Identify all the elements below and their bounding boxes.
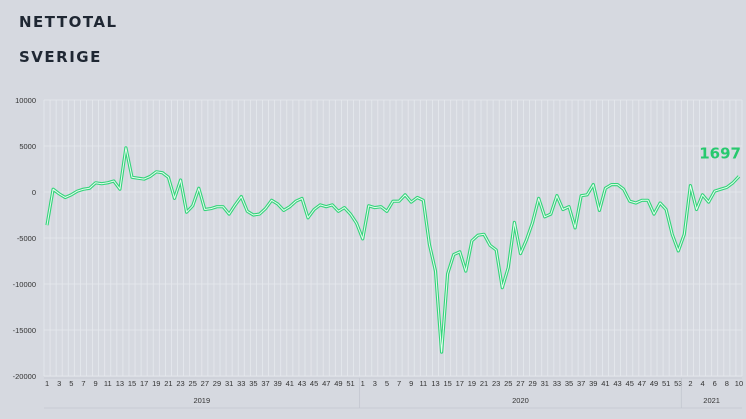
x-tick-label: 49	[650, 379, 658, 388]
y-tick-label: -20000	[13, 372, 36, 381]
x-tick-label: 39	[589, 379, 597, 388]
x-tick-label: 27	[516, 379, 524, 388]
x-tick-label: 21	[164, 379, 172, 388]
x-tick-label: 3	[373, 379, 377, 388]
x-tick-label: 23	[176, 379, 184, 388]
y-tick-label: 5000	[19, 142, 36, 151]
y-tick-label: 10000	[15, 96, 36, 105]
x-tick-label: 51	[662, 379, 670, 388]
x-tick-label: 31	[225, 379, 233, 388]
x-tick-label: 6	[713, 379, 717, 388]
x-tick-label: 43	[613, 379, 621, 388]
x-tick-label: 29	[528, 379, 536, 388]
x-tick-label: 17	[140, 379, 148, 388]
x-tick-label: 43	[298, 379, 306, 388]
x-tick-label: 31	[541, 379, 549, 388]
x-tick-label: 11	[104, 379, 112, 388]
y-tick-label: 0	[32, 188, 36, 197]
x-tick-label: 19	[152, 379, 160, 388]
x-tick-label: 8	[725, 379, 729, 388]
last-value-annotation: 1697	[699, 144, 741, 162]
x-tick-label: 19	[468, 379, 476, 388]
x-tick-label: 37	[261, 379, 269, 388]
x-tick-label: 35	[565, 379, 573, 388]
x-tick-label: 35	[249, 379, 257, 388]
x-tick-label: 1	[45, 379, 49, 388]
x-tick-label: 45	[310, 379, 318, 388]
series-line	[45, 146, 741, 354]
x-tick-label: 39	[274, 379, 282, 388]
x-tick-label: 13	[431, 379, 439, 388]
year-label: 2019	[193, 396, 210, 405]
x-tick-label: 7	[81, 379, 85, 388]
x-tick-label: 37	[577, 379, 585, 388]
x-tick-label: 53	[674, 379, 682, 388]
x-tick-label: 5	[385, 379, 389, 388]
y-tick-label: -10000	[13, 280, 36, 289]
x-tick-label: 7	[397, 379, 401, 388]
x-tick-label: 21	[480, 379, 488, 388]
x-tick-label: 41	[286, 379, 294, 388]
x-tick-label: 15	[128, 379, 136, 388]
x-tick-label: 3	[57, 379, 61, 388]
x-tick-label: 10	[735, 379, 743, 388]
x-tick-label: 25	[504, 379, 512, 388]
x-tick-label: 9	[94, 379, 98, 388]
x-tick-label: 17	[456, 379, 464, 388]
x-tick-label: 45	[626, 379, 634, 388]
chart-subtitle: SVERIGE	[19, 48, 102, 66]
x-tick-label: 47	[638, 379, 646, 388]
x-tick-label: 25	[189, 379, 197, 388]
x-tick-label: 33	[237, 379, 245, 388]
x-tick-label: 41	[601, 379, 609, 388]
x-tick-label: 51	[346, 379, 354, 388]
x-tick-label: 13	[116, 379, 124, 388]
series-line-highlight	[46, 147, 740, 353]
x-tick-label: 47	[322, 379, 330, 388]
y-tick-label: -15000	[13, 326, 36, 335]
x-tick-label: 1	[361, 379, 365, 388]
x-tick-label: 49	[334, 379, 342, 388]
x-tick-label: 29	[213, 379, 221, 388]
x-tick-label: 23	[492, 379, 500, 388]
x-tick-label: 5	[69, 379, 73, 388]
y-tick-label: -5000	[17, 234, 36, 243]
year-label: 2020	[512, 396, 529, 405]
x-tick-label: 33	[553, 379, 561, 388]
x-tick-label: 11	[419, 379, 427, 388]
x-tick-label: 9	[409, 379, 413, 388]
year-label: 2021	[703, 396, 720, 405]
x-tick-label: 27	[201, 379, 209, 388]
x-tick-label: 4	[700, 379, 704, 388]
x-tick-label: 15	[443, 379, 451, 388]
x-tick-label: 2	[688, 379, 692, 388]
chart-title: NETTOTAL	[19, 13, 118, 31]
